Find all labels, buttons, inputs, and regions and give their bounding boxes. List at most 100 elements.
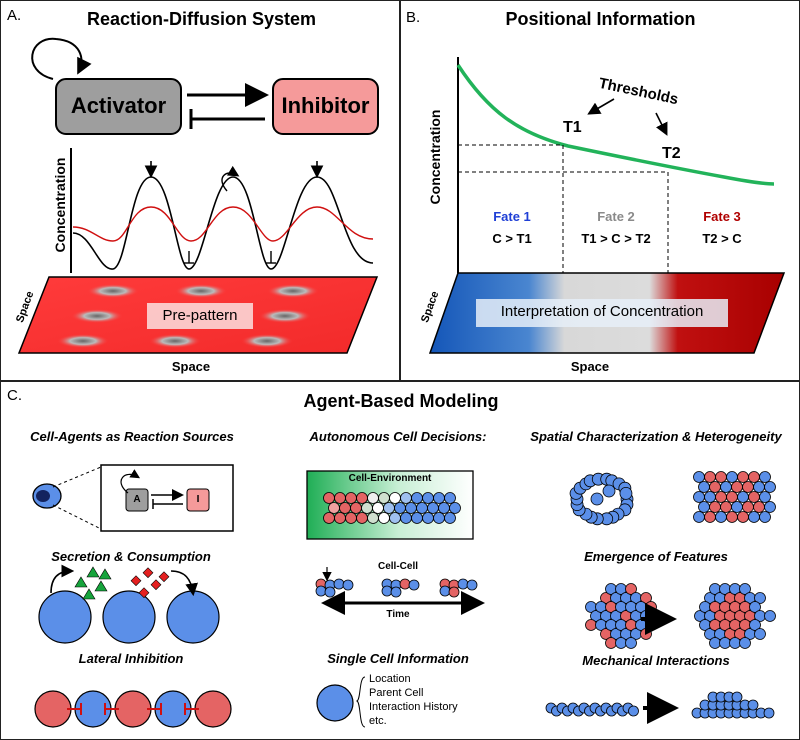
env-cell <box>394 502 406 514</box>
single-cell <box>316 684 354 722</box>
panel-c-letter: C. <box>7 387 22 404</box>
emerge-cell <box>709 637 721 649</box>
env-cell <box>356 492 368 504</box>
spatial-cluster-ring <box>569 472 634 526</box>
panel-c-title: Agent-Based Modeling <box>303 391 499 411</box>
consumption-arrow <box>170 570 198 597</box>
env-cell <box>427 502 439 514</box>
cell-cell-agent <box>408 579 420 591</box>
env-cell <box>438 502 450 514</box>
mech-cell <box>628 705 639 717</box>
env-cell <box>389 492 401 504</box>
peak-curl-arrow <box>221 165 240 192</box>
lateral-heading: Lateral Inhibition <box>78 651 184 666</box>
emerge-cell <box>739 637 751 649</box>
cell-cell-agent <box>390 586 402 598</box>
positional-information-diagram <box>428 57 786 354</box>
secreted-molecules <box>74 566 112 600</box>
cell-cell-agent <box>439 585 451 597</box>
panel-a-letter: A. <box>7 7 22 24</box>
env-cell <box>367 512 379 524</box>
zoom-line-bottom <box>52 504 102 530</box>
mech-cell <box>747 699 759 711</box>
fate-2-cond: T1 > C > T2 <box>581 231 651 246</box>
agent-a-box <box>125 488 149 512</box>
fate-2-name: Fate 2 <box>597 209 635 224</box>
fate-1-name: Fate 1 <box>493 209 531 224</box>
env-cell <box>433 512 445 524</box>
env-cell <box>372 502 384 514</box>
hetero-cell <box>726 471 738 483</box>
panel-b-space-bottom: Space <box>570 359 610 374</box>
activator-wave <box>72 176 374 270</box>
env-cell <box>345 512 357 524</box>
env-cell <box>449 502 461 514</box>
fate-3-cond: T2 > C <box>702 231 742 246</box>
agent-i-box <box>186 488 210 512</box>
cell-environment-cells <box>323 492 461 524</box>
panel-b-title: Positional Information <box>505 9 696 29</box>
hetero-cell <box>742 501 754 513</box>
hetero-cell <box>731 481 743 493</box>
hetero-cell <box>693 511 705 523</box>
mech-cell <box>763 707 775 719</box>
hetero-cell <box>704 511 716 523</box>
emerge-cell <box>625 583 637 595</box>
env-cell <box>356 512 368 524</box>
env-cell <box>411 492 423 504</box>
panel-a-y-label: Concentration <box>52 157 68 253</box>
hetero-cell <box>748 471 760 483</box>
agent-zoom-box <box>100 464 234 532</box>
hetero-cell <box>737 491 749 503</box>
prepattern-spots <box>57 284 319 348</box>
hetero-cell <box>759 471 771 483</box>
fate-1-cond: C > T1 <box>492 231 532 246</box>
emerge-cell <box>625 637 637 649</box>
concentration-curve <box>456 64 775 186</box>
agent-based-diagram <box>32 464 776 728</box>
env-cell <box>400 492 412 504</box>
mechanical-heading: Mechanical Interactions <box>582 653 730 668</box>
mechanical-pile-after <box>691 691 775 719</box>
emerge-cell <box>605 637 617 649</box>
cell-cell-agent <box>381 585 393 597</box>
fate-3-name: Fate 3 <box>703 209 741 224</box>
hetero-cell <box>759 511 771 523</box>
inhibitor-box <box>272 78 379 135</box>
zoom-line-top <box>52 466 102 488</box>
hetero-cell <box>731 501 743 513</box>
cell-cell-agent <box>457 578 469 590</box>
t2-label: T2 <box>662 145 681 162</box>
hetero-cell <box>693 471 705 483</box>
panel-b-letter: B. <box>406 9 421 26</box>
hetero-cell <box>742 481 754 493</box>
env-cell <box>323 512 335 524</box>
consumed-molecules <box>130 567 170 599</box>
env-cell <box>378 492 390 504</box>
emerge-cell <box>645 619 657 631</box>
ring-cell <box>590 492 604 506</box>
emerge-cell <box>729 637 741 649</box>
env-cell <box>350 502 362 514</box>
emerge-cell <box>719 637 731 649</box>
env-cell <box>383 502 395 514</box>
prepattern-label-box <box>147 303 253 329</box>
hetero-cell <box>709 481 721 493</box>
ring-cell <box>619 486 633 500</box>
emergence-cluster-after <box>694 583 776 649</box>
env-cell <box>422 492 434 504</box>
t1-label: T1 <box>563 119 582 136</box>
hetero-cell <box>759 491 771 503</box>
hetero-cell <box>693 491 705 503</box>
panel-c: C. Agent-Based Modeling Cell-Agents as R… <box>0 380 800 740</box>
hetero-cell <box>698 501 710 513</box>
hetero-cell <box>737 471 749 483</box>
info-item-location: Location <box>369 673 411 685</box>
info-item-parent: Parent Cell <box>369 687 424 699</box>
hetero-cell <box>764 481 776 493</box>
emerge-cell <box>754 628 766 640</box>
agent-a-label: A <box>133 494 141 505</box>
env-cell <box>367 492 379 504</box>
cell-cell-agent <box>399 578 411 590</box>
threshold-arrow-t1 <box>587 98 615 115</box>
